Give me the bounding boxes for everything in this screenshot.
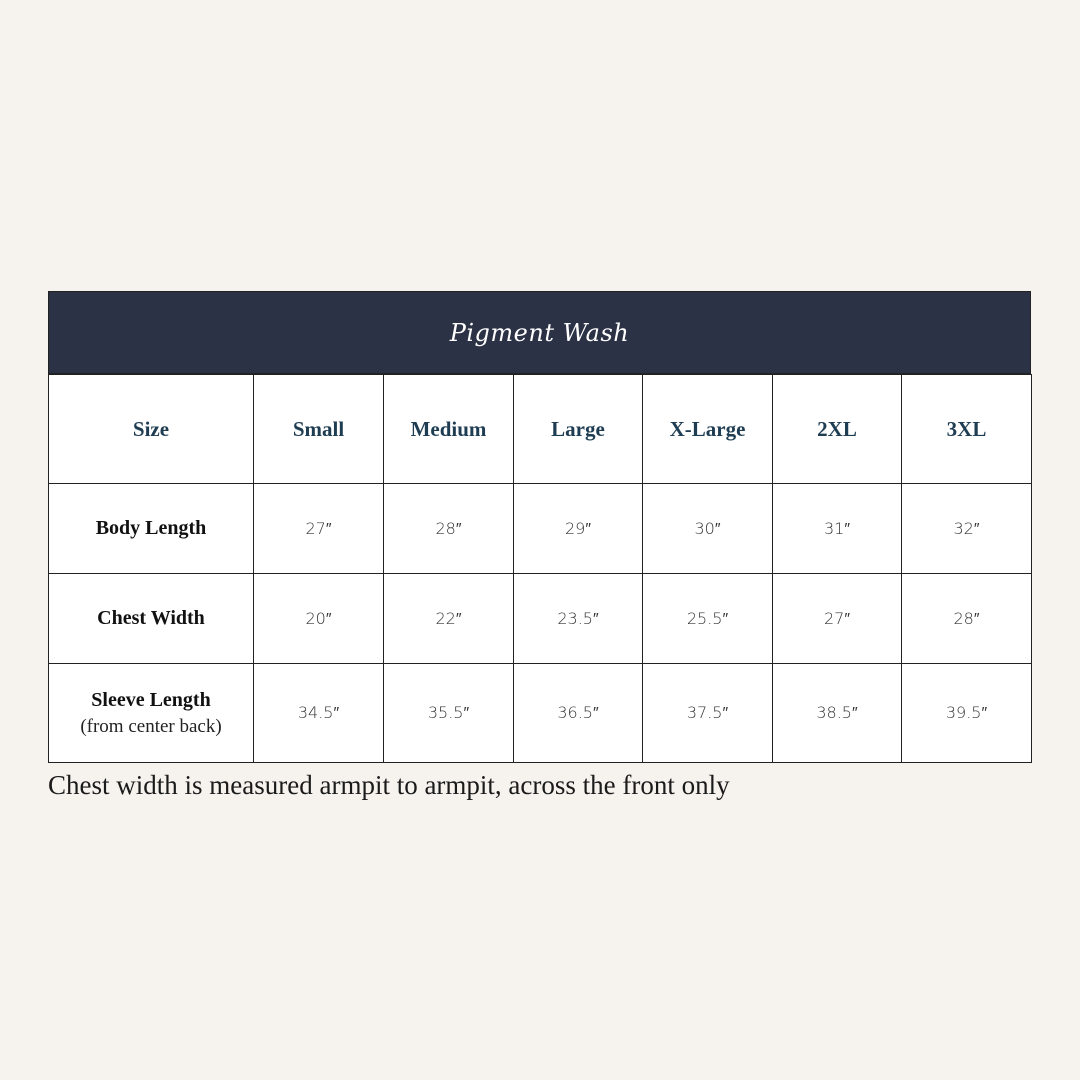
header-cell: Size [48, 374, 254, 484]
table-row: Chest Width 20″ 22″ 23.5″ 25.5″ 27″ 28″ [48, 573, 1032, 664]
header-cell: 3XL [901, 374, 1032, 484]
header-row: Size Small Medium Large X-Large 2XL 3XL [48, 374, 1032, 484]
header-cell: Medium [383, 374, 514, 484]
value-cell: 37.5″ [642, 663, 773, 763]
row-label: Sleeve Length (from center back) [48, 663, 254, 763]
value-cell: 39.5″ [901, 663, 1032, 763]
title-bar: Pigment Wash [48, 291, 1031, 374]
row-label: Chest Width [48, 573, 254, 664]
value-cell: 30″ [642, 483, 773, 574]
value-cell: 20″ [253, 573, 384, 664]
chart-title: Pigment Wash [449, 318, 630, 347]
value-cell: 23.5″ [513, 573, 643, 664]
value-cell: 31″ [772, 483, 902, 574]
value-cell: 36.5″ [513, 663, 643, 763]
value-cell: 38.5″ [772, 663, 902, 763]
size-chart: Pigment Wash Size Small Medium Large X-L… [48, 291, 1032, 763]
table-row: Sleeve Length (from center back) 34.5″ 3… [48, 663, 1032, 763]
header-cell: Large [513, 374, 643, 484]
value-cell: 29″ [513, 483, 643, 574]
value-cell: 27″ [772, 573, 902, 664]
header-cell: Small [253, 374, 384, 484]
measurement-note: Chest width is measured armpit to armpit… [48, 770, 730, 800]
value-cell: 35.5″ [383, 663, 514, 763]
table-row: Body Length 27″ 28″ 29″ 30″ 31″ 32″ [48, 483, 1032, 574]
value-cell: 28″ [383, 483, 514, 574]
value-cell: 32″ [901, 483, 1032, 574]
size-table: Size Small Medium Large X-Large 2XL 3XL … [48, 374, 1032, 763]
row-label-text: Sleeve Length [91, 688, 211, 711]
value-cell: 34.5″ [253, 663, 384, 763]
header-cell: X-Large [642, 374, 773, 484]
header-cell: 2XL [772, 374, 902, 484]
value-cell: 22″ [383, 573, 514, 664]
row-label-sub: (from center back) [80, 715, 222, 737]
row-label: Body Length [48, 483, 254, 574]
value-cell: 27″ [253, 483, 384, 574]
value-cell: 25.5″ [642, 573, 773, 664]
value-cell: 28″ [901, 573, 1032, 664]
